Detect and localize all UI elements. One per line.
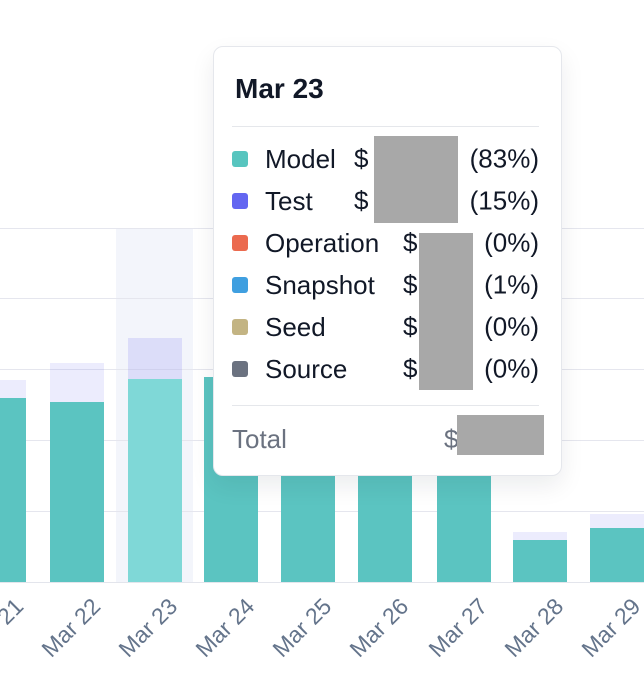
- tooltip-row-percent: (15%): [469, 185, 539, 216]
- tooltip-row-label: Model: [265, 143, 336, 174]
- tooltip-row-label: Test: [265, 185, 313, 216]
- redacted-value-box: [419, 233, 473, 390]
- tooltip-row-snapshot: Snapshot $ (1%): [214, 264, 561, 306]
- tooltip-row-dollar: $: [403, 227, 418, 258]
- bar-mar-23-test-segment[interactable]: [128, 338, 182, 379]
- tooltip-title: Mar 23: [235, 73, 324, 104]
- legend-swatch-source: [232, 361, 248, 377]
- tooltip-row-percent: (0%): [484, 227, 539, 258]
- tooltip-divider: [232, 405, 539, 406]
- bar-mar-22-model-segment[interactable]: [50, 402, 104, 582]
- bar-mar-28-test-segment[interactable]: [513, 532, 567, 540]
- tooltip-row-dollar: $: [403, 269, 418, 300]
- legend-swatch-test: [232, 193, 248, 209]
- tooltip-row-dollar: $: [354, 143, 369, 174]
- tooltip-row-label: Source: [265, 353, 348, 384]
- redacted-value-box: [374, 136, 458, 223]
- bar-mar-29-model-segment[interactable]: [590, 528, 644, 582]
- tooltip-row-test: Test $ (15%): [214, 180, 561, 222]
- tooltip-row-label: Operation: [265, 227, 380, 258]
- legend-swatch-operation: [232, 235, 248, 251]
- bar-mar-23-model-segment[interactable]: [128, 379, 182, 582]
- x-axis-label-mar-26: Mar 26: [344, 593, 414, 663]
- bar-mar-21-model-segment[interactable]: [0, 398, 26, 582]
- tooltip-row-dollar: $: [403, 311, 418, 342]
- bar-mar-29-test-segment[interactable]: [590, 514, 644, 528]
- chart-tooltip: Mar 23 Model $ (83%) Test $ (15%) Operation $ (0…: [213, 46, 562, 476]
- bar-mar-28-model-segment[interactable]: [513, 540, 567, 582]
- tooltip-total-dollar: $: [444, 423, 459, 454]
- x-axis-label-mar-29: Mar 29: [576, 593, 644, 663]
- tooltip-total-row: Total $: [232, 419, 539, 459]
- x-axis-label-mar-28: Mar 28: [499, 593, 569, 663]
- x-axis-label-mar-25: Mar 25: [267, 593, 337, 663]
- tooltip-divider: [232, 126, 539, 127]
- redacted-value-box: [457, 415, 544, 455]
- bar-mar-21-test-segment[interactable]: [0, 380, 26, 398]
- x-axis-line: [0, 582, 644, 583]
- tooltip-row-source: Source $ (0%): [214, 348, 561, 390]
- tooltip-rows: Model $ (83%) Test $ (15%) Operation $ (0%) Snaps…: [214, 138, 561, 390]
- tooltip-row-model: Model $ (83%): [214, 138, 561, 180]
- tooltip-total-label: Total: [232, 423, 287, 454]
- x-axis-label-mar-21: Mar 21: [0, 593, 29, 663]
- x-axis-label-mar-24: Mar 24: [190, 593, 260, 663]
- tooltip-row-percent: (83%): [469, 143, 539, 174]
- tooltip-row-operation: Operation $ (0%): [214, 222, 561, 264]
- x-axis-label-mar-22: Mar 22: [36, 593, 106, 663]
- tooltip-row-percent: (0%): [484, 353, 539, 384]
- legend-swatch-seed: [232, 319, 248, 335]
- tooltip-row-percent: (1%): [484, 269, 539, 300]
- legend-swatch-model: [232, 151, 248, 167]
- tooltip-row-seed: Seed $ (0%): [214, 306, 561, 348]
- x-axis-label-mar-23: Mar 23: [113, 593, 183, 663]
- tooltip-row-dollar: $: [403, 353, 418, 384]
- tooltip-row-percent: (0%): [484, 311, 539, 342]
- x-axis-label-mar-27: Mar 27: [423, 593, 493, 663]
- bar-mar-22-test-segment[interactable]: [50, 363, 104, 402]
- tooltip-row-label: Seed: [265, 311, 326, 342]
- tooltip-row-label: Snapshot: [265, 269, 375, 300]
- legend-swatch-snapshot: [232, 277, 248, 293]
- tooltip-row-dollar: $: [354, 185, 369, 216]
